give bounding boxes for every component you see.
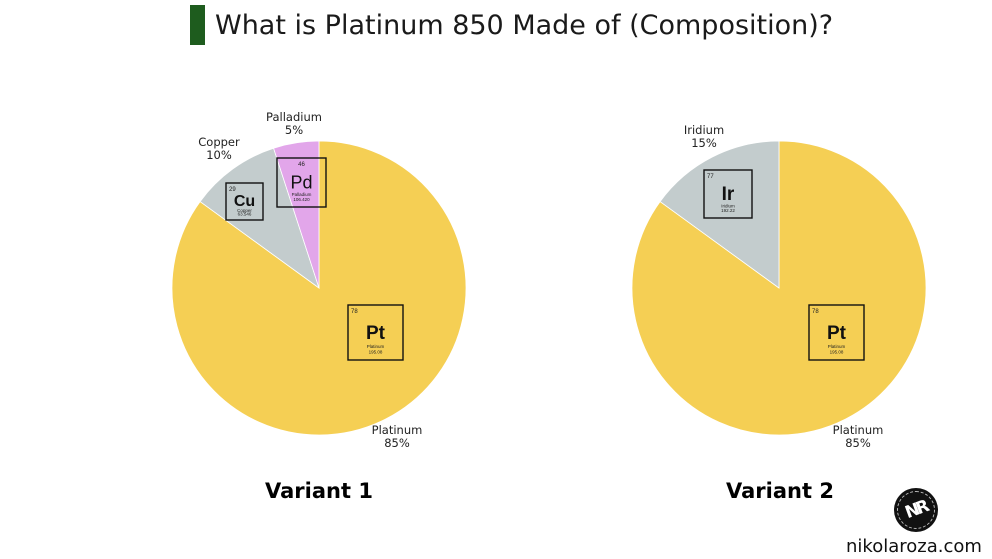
element-mass: 106.420 bbox=[293, 197, 310, 202]
pie-slice-iridium bbox=[659, 140, 780, 289]
logo-ring bbox=[897, 491, 935, 529]
element-mass: 63.546 bbox=[238, 212, 252, 217]
element-card-border bbox=[276, 157, 327, 208]
slice-value-iridium: 15% bbox=[691, 136, 717, 150]
slice-label-platinum: Platinum bbox=[833, 423, 884, 437]
slice-label-iridium: Iridium bbox=[684, 123, 724, 137]
element-symbol: Ir bbox=[722, 184, 735, 205]
element-number: 77 bbox=[707, 174, 714, 180]
variant-title-1: Variant 1 bbox=[265, 479, 373, 503]
pie-slice-palladium bbox=[273, 140, 320, 289]
element-card-border bbox=[347, 304, 404, 361]
element-name: Copper bbox=[237, 208, 252, 213]
nr-logo: NR bbox=[894, 488, 938, 532]
element-symbol: Cu bbox=[234, 193, 255, 210]
slice-value-platinum: 85% bbox=[384, 436, 410, 450]
element-number: 29 bbox=[229, 187, 236, 193]
title-accent-bar bbox=[190, 5, 205, 45]
element-mass: 195.08 bbox=[369, 349, 383, 354]
element-name: Platinum bbox=[828, 344, 846, 349]
title-block: What is Platinum 850 Made of (Compositio… bbox=[190, 4, 833, 46]
slice-label-platinum: Platinum bbox=[372, 423, 423, 437]
element-mass: 192.22 bbox=[721, 208, 735, 213]
element-card-border bbox=[808, 304, 865, 361]
element-name: Platinum bbox=[367, 344, 385, 349]
element-symbol: Pd bbox=[290, 172, 312, 192]
slice-value-platinum: 85% bbox=[845, 436, 871, 450]
element-card-border bbox=[703, 169, 753, 219]
element-number: 78 bbox=[351, 309, 358, 315]
element-mass: 195.08 bbox=[830, 349, 844, 354]
slice-value-copper: 10% bbox=[206, 148, 232, 162]
element-card-border bbox=[225, 182, 264, 221]
site-url: nikolaroza.com bbox=[846, 536, 982, 557]
slice-label-palladium: Palladium bbox=[266, 110, 322, 124]
element-name: Iridium bbox=[721, 203, 735, 208]
slice-value-palladium: 5% bbox=[285, 123, 303, 137]
element-symbol: Pt bbox=[366, 323, 386, 344]
element-symbol: Pt bbox=[827, 323, 847, 344]
element-number: 78 bbox=[812, 309, 819, 315]
slice-label-copper: Copper bbox=[198, 135, 240, 149]
variant-title-2: Variant 2 bbox=[726, 479, 834, 503]
element-name: Palladium bbox=[292, 192, 312, 197]
page-title: What is Platinum 850 Made of (Compositio… bbox=[215, 9, 834, 41]
element-number: 46 bbox=[298, 162, 305, 168]
